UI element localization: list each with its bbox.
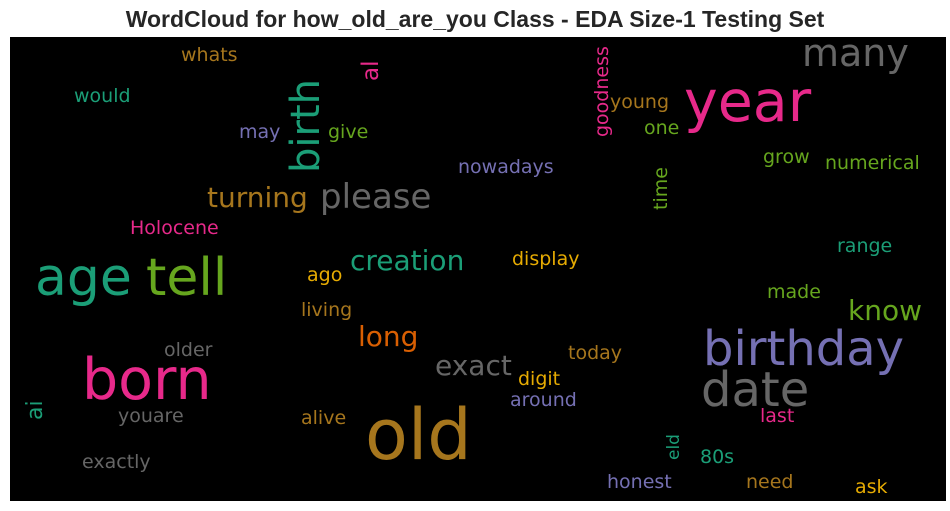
word-older: older — [164, 341, 212, 360]
word-honest: honest — [607, 473, 672, 492]
word-whats: whats — [181, 46, 238, 65]
word-turning: turning — [207, 184, 308, 212]
word-need: need — [746, 473, 793, 492]
word-year: year — [684, 74, 811, 131]
word-living: living — [301, 301, 352, 320]
word-long: long — [358, 323, 418, 351]
word-last: last — [760, 407, 794, 426]
word-please: please — [320, 180, 431, 214]
word-digit: digit — [518, 370, 560, 389]
word-80s: 80s — [700, 448, 734, 467]
word-exact: exact — [435, 352, 512, 380]
word-ask: ask — [855, 478, 888, 497]
word-young: young — [610, 93, 669, 112]
word-nowadays: nowadays — [458, 158, 554, 177]
word-may: may — [239, 123, 280, 142]
word-range: range — [837, 237, 892, 256]
word-al: al — [360, 61, 383, 81]
word-alive: alive — [301, 409, 346, 428]
chart-title: WordCloud for how_old_are_you Class - ED… — [0, 5, 950, 33]
word-ai: ai — [25, 400, 47, 420]
word-one: one — [644, 119, 679, 138]
word-ago: ago — [307, 266, 342, 285]
word-exactly: exactly — [82, 453, 151, 472]
word-eld: eld — [666, 434, 683, 460]
word-give: give — [328, 123, 368, 142]
word-many: many — [802, 37, 909, 72]
word-age: age — [35, 252, 132, 304]
word-tell: tell — [146, 252, 227, 304]
word-grow: grow — [763, 148, 810, 167]
word-display: display — [512, 250, 579, 269]
word-old: old — [365, 400, 472, 470]
word-around: around — [510, 391, 577, 410]
word-time: time — [652, 167, 671, 210]
word-would: would — [74, 87, 131, 106]
word-holocene: Holocene — [130, 219, 219, 238]
word-youare: youare — [118, 407, 184, 426]
word-cloud: old year birthday born age tell date bir… — [10, 37, 946, 501]
word-know: know — [848, 297, 922, 325]
word-made: made — [767, 283, 821, 302]
word-numerical: numerical — [825, 154, 920, 173]
word-creation: creation — [350, 247, 464, 275]
word-today: today — [568, 344, 622, 363]
word-birth: birth — [286, 79, 326, 173]
